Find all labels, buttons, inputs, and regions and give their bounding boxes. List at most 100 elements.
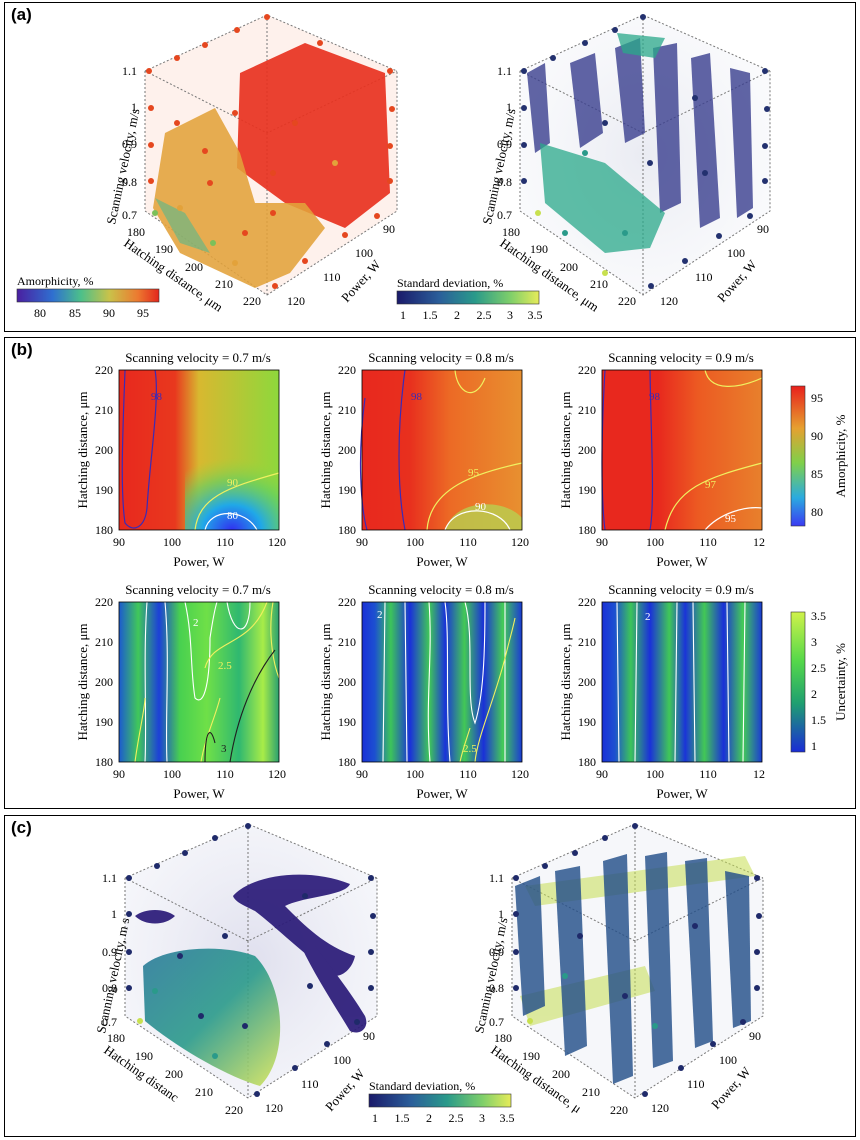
- x-tick: 120: [268, 535, 286, 549]
- colorbar-tick: 2.5: [477, 308, 492, 322]
- cube-c-right-power-ticks: 90 100 110 120: [651, 1029, 761, 1115]
- cube-a-right: 1.1 1 0.9 0.8 0.7 180 190 200 210 220 90…: [479, 14, 771, 315]
- x-tick: 110: [459, 535, 477, 549]
- vel-tick: 0.8: [122, 175, 137, 189]
- contour-label: 3: [221, 743, 227, 755]
- power-tick: 90: [749, 1029, 761, 1043]
- x-axis-label: Power, W: [656, 554, 708, 569]
- map-title: Scanning velocity = 0.8 m/s: [368, 350, 514, 365]
- power-tick: 110: [695, 270, 713, 284]
- power-tick: 110: [301, 1077, 319, 1091]
- y-tick: 200: [578, 675, 596, 689]
- contour-90: [444, 510, 511, 531]
- cube-a-right-power-ticks: 90 100 110 120: [660, 222, 769, 308]
- cube-a-left-hatch-ticks: 180 190 200 210 220: [127, 225, 261, 308]
- contour-label: 2: [645, 611, 651, 623]
- x-tick: 90: [596, 535, 608, 549]
- contour-label: 80: [227, 510, 239, 522]
- vel-tick: 0.8: [497, 175, 512, 189]
- heat-fill: [362, 370, 522, 530]
- x-tick: 90: [596, 767, 608, 781]
- power-tick: 100: [355, 246, 373, 260]
- panel-a: (a): [4, 2, 856, 332]
- vel-tick: 0.9: [497, 137, 512, 151]
- lower-amorph-spot: [445, 504, 522, 530]
- colorbar-tick: 1.5: [423, 308, 438, 322]
- colorbar-gradient: [368, 1093, 512, 1108]
- colorbar-a-std: Standard deviation, % 1 1.5 2 2.5 3 3.5: [396, 276, 543, 322]
- colorbar-gradient: [16, 288, 160, 303]
- colorbar-b-amorphicity: 95 90 85 80 Amorphicity, %: [790, 385, 848, 527]
- low-amorph-spot: [185, 450, 279, 530]
- y-axis-label: Hatching distance, μm: [558, 391, 573, 508]
- panel-label-c: (c): [11, 818, 32, 837]
- cube-a-right-vel-ticks: 1.1 1 0.9 0.8 0.7: [497, 64, 512, 222]
- colorbar-tick: 1: [400, 308, 406, 322]
- hatch-tick: 200: [165, 1067, 183, 1081]
- hatch-tick: 200: [552, 1067, 570, 1081]
- y-tick: 210: [338, 635, 356, 649]
- vel-tick: 0.8: [489, 981, 504, 995]
- hatch-tick: 190: [522, 1049, 540, 1063]
- colorbar-tick: 85: [811, 467, 823, 481]
- y-tick: 190: [338, 483, 356, 497]
- y-tick: 200: [578, 443, 596, 457]
- panel-c-figure: 1.1 1 0.9 0.8 0.7 180 190 200 210 220 90…: [93, 823, 764, 1125]
- hatch-tick: 180: [127, 225, 145, 239]
- cube-c-left-hatch-ticks: 180 190 200 210 220: [107, 1031, 243, 1117]
- std-slabs: [515, 852, 751, 1084]
- power-tick: 100: [727, 246, 745, 260]
- amorph-high-region: [237, 43, 390, 228]
- x-tick: 100: [163, 767, 181, 781]
- sample-points-a-right: [521, 14, 770, 289]
- sample-points-c-right: [513, 823, 762, 1097]
- vel-tick: 1.1: [489, 871, 504, 885]
- x-tick: 110: [699, 535, 717, 549]
- sample-points-c-left: [126, 823, 376, 1097]
- cube-c-left: 1.1 1 0.9 0.8 0.7 180 190 200 210 220 90…: [93, 823, 378, 1117]
- unc-map-0.8: Scanning velocity = 0.8 m/s 2 2.5 220 21…: [318, 582, 529, 801]
- y-tick: 220: [95, 595, 113, 609]
- y-axis-label: Hatching distance, μm: [75, 391, 90, 508]
- x-tick: 100: [646, 535, 664, 549]
- x-axis-label: Power, W: [173, 786, 225, 801]
- hatch-tick: 210: [582, 1085, 600, 1099]
- cube-a-left-power-ticks: 90 100 110 120: [287, 222, 395, 308]
- sample-points-a-left: [146, 14, 395, 289]
- hatch-tick: 180: [107, 1031, 125, 1045]
- colorbar-title: Amorphicity, %: [833, 414, 848, 497]
- colorbar-tick: 3: [479, 1111, 485, 1125]
- contour-80: [204, 512, 258, 531]
- y-tick: 220: [338, 595, 356, 609]
- y-tick: 180: [338, 523, 356, 537]
- vel-tick: 1: [498, 907, 504, 921]
- amorph-map-0.8: Scanning velocity = 0.8 m/s 98 95 90 220…: [318, 350, 529, 569]
- hatch-tick: 220: [618, 294, 636, 308]
- heat-fill: [602, 370, 762, 530]
- power-axis-label: Power, W: [714, 256, 760, 305]
- y-axis-label: Hatching distance, μm: [318, 391, 333, 508]
- power-tick: 100: [333, 1053, 351, 1067]
- colorbar-tick: 3.5: [528, 308, 543, 322]
- hatch-tick: 190: [135, 1049, 153, 1063]
- power-tick: 110: [323, 270, 341, 284]
- power-tick: 120: [660, 294, 678, 308]
- x-tick: 90: [113, 535, 125, 549]
- y-tick: 210: [578, 635, 596, 649]
- std-mid-regions: [540, 33, 665, 253]
- y-tick: 220: [578, 363, 596, 377]
- colorbar-tick: 1: [372, 1111, 378, 1125]
- y-tick: 210: [338, 403, 356, 417]
- colorbar-tick: 1.5: [811, 713, 826, 727]
- map-title: Scanning velocity = 0.7 m/s: [125, 582, 271, 597]
- colorbar-tick: 80: [34, 306, 46, 320]
- contour-label: 90: [227, 477, 239, 489]
- colorbar-tick: 3: [811, 635, 817, 649]
- y-tick: 220: [95, 363, 113, 377]
- hatch-tick: 190: [155, 242, 173, 256]
- colorbar-tick: 90: [811, 429, 823, 443]
- x-tick: 110: [459, 767, 477, 781]
- amorph-map-0.9: Scanning velocity = 0.9 m/s 98 97 95 220…: [558, 350, 765, 569]
- amorph-map-0.7: Scanning velocity = 0.7 m/s 98 90 80 220…: [75, 350, 286, 569]
- hatch-tick: 220: [243, 294, 261, 308]
